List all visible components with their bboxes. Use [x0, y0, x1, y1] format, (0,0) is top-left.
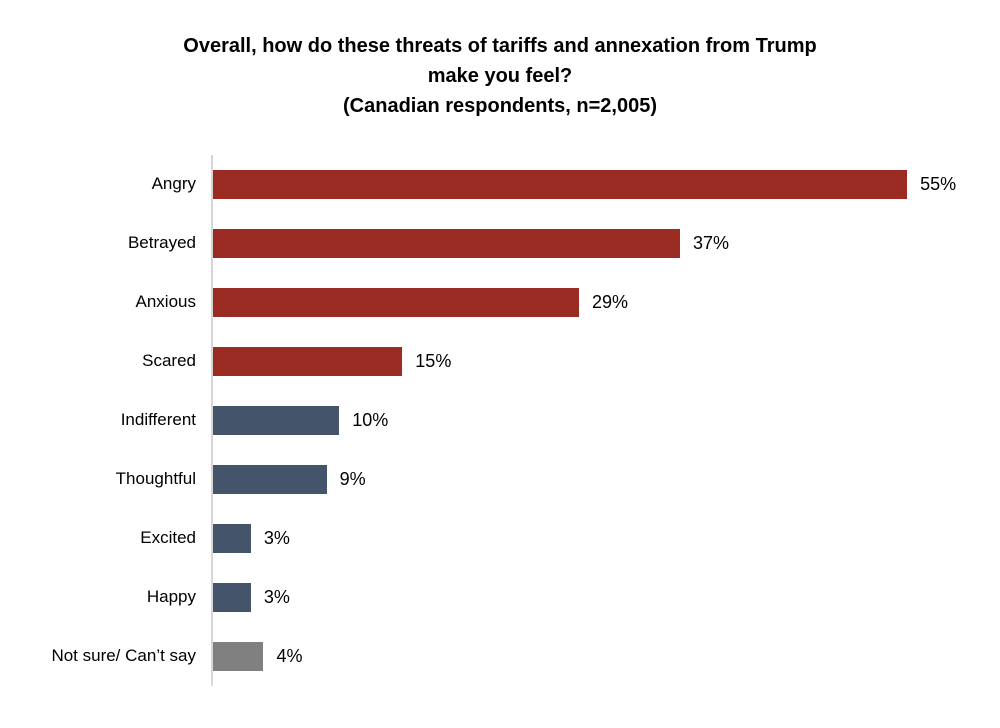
category-label: Scared — [142, 351, 196, 371]
data-bar — [213, 347, 403, 376]
chart-title-line2: make you feel? — [427, 65, 573, 87]
value-label: 9% — [339, 469, 366, 489]
plot-cell: 37% — [211, 214, 1000, 273]
data-bar — [213, 170, 908, 199]
value-label: 3% — [263, 528, 290, 548]
data-bar — [213, 642, 264, 671]
value-label: 4% — [276, 646, 303, 666]
bar-row: Anxious 29% — [0, 273, 1000, 332]
data-bar — [213, 524, 251, 553]
bar-row: Betrayed 37% — [0, 214, 1000, 273]
chart-title-block: Overall, how do these threats of tariffs… — [0, 0, 1000, 121]
plot-cell: 55% — [211, 155, 1000, 214]
value-label: 29% — [591, 292, 628, 312]
bar-rows: Angry 55% Betrayed 37% Anxious 29% Scared 15% In… — [0, 155, 1000, 686]
plot-cell: 29% — [211, 273, 1000, 332]
bar-row: Thoughtful 9% — [0, 450, 1000, 509]
category-label: Not sure/ Can’t say — [51, 646, 196, 666]
data-bar — [213, 288, 579, 317]
plot-cell: 9% — [211, 450, 1000, 509]
category-label: Indifferent — [120, 410, 196, 430]
chart-title-line1: Overall, how do these threats of tariffs… — [183, 35, 817, 57]
plot-cell: 10% — [211, 391, 1000, 450]
bar-row: Happy 3% — [0, 568, 1000, 627]
value-label: 55% — [920, 174, 957, 194]
bar-row: Excited 3% — [0, 509, 1000, 568]
bar-row: Not sure/ Can’t say 4% — [0, 627, 1000, 686]
bar-row: Indifferent 10% — [0, 391, 1000, 450]
category-label: Anxious — [135, 292, 196, 312]
bar-row: Angry 55% — [0, 155, 1000, 214]
category-label: Excited — [140, 528, 196, 548]
value-label: 37% — [692, 233, 729, 253]
data-bar — [213, 583, 251, 612]
plot-cell: 15% — [211, 332, 1000, 391]
plot-cell: 3% — [211, 509, 1000, 568]
data-bar — [213, 406, 340, 435]
chart-subtitle: (Canadian respondents, n=2,005) — [343, 95, 657, 117]
value-label: 10% — [352, 410, 389, 430]
value-label: 3% — [263, 587, 290, 607]
data-bar — [213, 229, 680, 258]
category-label: Thoughtful — [115, 469, 196, 489]
category-label: Happy — [146, 587, 196, 607]
category-label: Angry — [151, 174, 196, 194]
value-label: 15% — [415, 351, 452, 371]
data-bar — [213, 465, 327, 494]
bar-row: Scared 15% — [0, 332, 1000, 391]
plot-cell: 4% — [211, 627, 1000, 686]
category-label: Betrayed — [127, 233, 196, 253]
plot-cell: 3% — [211, 568, 1000, 627]
